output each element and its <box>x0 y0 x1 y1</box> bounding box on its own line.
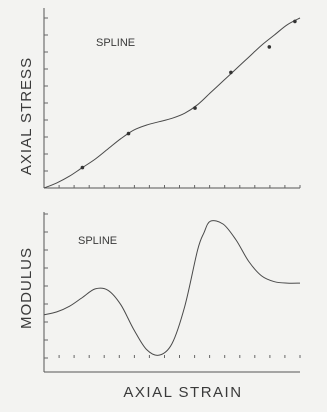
modulus-chart: SPLINE MODULUS AXIAL STRAIN <box>18 212 301 401</box>
stress-data-point <box>193 106 197 110</box>
stress-data-point <box>80 165 85 170</box>
stress-chart-ylabel: AXIAL STRESS <box>18 57 35 175</box>
stress-chart: SPLINE AXIAL STRESS <box>18 8 301 189</box>
stress-data-point <box>267 45 272 49</box>
stress-data-point <box>293 19 297 24</box>
stress-chart-x-ticks <box>58 185 301 188</box>
modulus-chart-annotation: SPLINE <box>78 235 117 247</box>
modulus-series-line <box>43 220 301 356</box>
stress-data-points <box>80 19 297 170</box>
modulus-chart-x-ticks <box>58 355 301 358</box>
stress-data-point <box>126 131 131 136</box>
stress-chart-y-ticks <box>44 17 48 189</box>
stress-data-point <box>229 70 233 75</box>
stress-series-line <box>43 17 301 189</box>
modulus-chart-ylabel: MODULUS <box>18 247 35 329</box>
stress-chart-annotation: SPLINE <box>96 37 135 49</box>
modulus-chart-y-ticks <box>44 213 48 359</box>
modulus-chart-xlabel: AXIAL STRAIN <box>123 384 242 401</box>
